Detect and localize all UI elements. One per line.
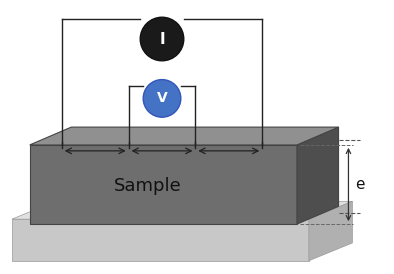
Polygon shape	[12, 219, 309, 261]
Circle shape	[140, 17, 184, 61]
Text: e: e	[355, 177, 365, 192]
Text: Sample: Sample	[113, 177, 181, 195]
Polygon shape	[297, 127, 338, 224]
Polygon shape	[309, 201, 352, 261]
Polygon shape	[30, 145, 297, 224]
Circle shape	[143, 79, 181, 117]
Text: V: V	[157, 92, 167, 105]
Polygon shape	[30, 127, 338, 145]
Polygon shape	[12, 201, 352, 219]
Text: I: I	[159, 32, 165, 47]
